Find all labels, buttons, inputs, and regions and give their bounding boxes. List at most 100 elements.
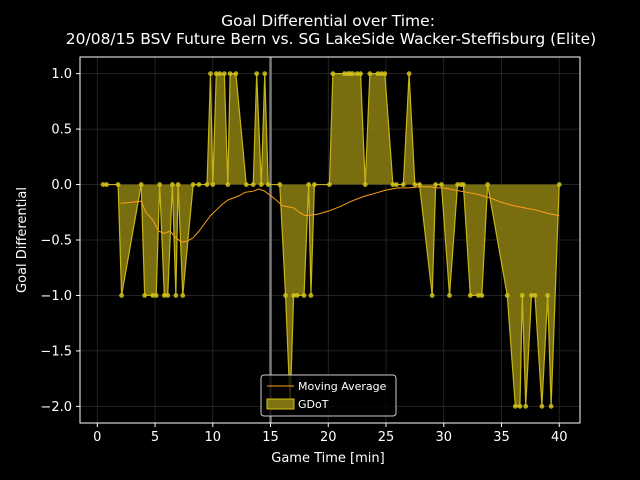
gdot-point — [455, 182, 460, 187]
gdot-point — [504, 293, 510, 298]
x-tick-label: 25 — [378, 430, 395, 445]
gdot-point — [161, 293, 167, 298]
gdot-point — [301, 293, 307, 298]
gdot-point — [330, 71, 336, 77]
gdot-point — [180, 293, 186, 298]
legend: Moving Average GDoT — [260, 374, 397, 417]
gdot-point — [283, 293, 288, 298]
gdot-point — [173, 293, 179, 298]
gdot-point — [358, 71, 364, 77]
gdot-point — [217, 71, 223, 77]
gdot-point — [254, 71, 260, 77]
gdot-point — [375, 71, 381, 77]
gdot-points — [100, 71, 562, 409]
gdot-point — [378, 71, 384, 77]
gdot-point — [519, 293, 525, 298]
gdot-fill — [103, 73, 560, 407]
gdot-point — [354, 71, 360, 77]
y-tick-label: 0.0 — [51, 178, 72, 193]
gdot-line — [103, 73, 560, 407]
gdot-point — [213, 71, 219, 77]
gdot-point — [517, 403, 523, 409]
y-tick-label: −2.0 — [40, 400, 72, 415]
chart-title-line-1: Goal Differential over Time: — [221, 12, 435, 30]
x-axis-ticks: 0 5 10 15 20 25 30 35 40 — [93, 423, 567, 445]
gdot-point — [479, 293, 485, 298]
gdot-point — [142, 293, 148, 298]
gdot-point — [529, 293, 534, 298]
gdot-point — [227, 71, 233, 77]
gdot-point — [467, 293, 473, 298]
x-tick-label: 10 — [205, 430, 222, 445]
gdot-point — [433, 182, 439, 187]
x-tick-label: 20 — [320, 430, 337, 445]
gdot-point — [412, 182, 418, 187]
x-axis-label: Game Time [min] — [271, 451, 384, 466]
x-tick-label: 35 — [493, 430, 510, 445]
gdot-point — [545, 293, 551, 298]
gdot-point — [153, 293, 159, 298]
gdot-point — [100, 182, 106, 187]
gdot-point — [447, 293, 452, 298]
gdot-point — [308, 293, 314, 298]
gdot-point — [157, 182, 163, 187]
x-tick-label: 40 — [551, 430, 568, 445]
gdot-point — [382, 71, 388, 77]
gdot-point — [277, 182, 283, 187]
legend-moving-average-label: Moving Average — [298, 380, 387, 393]
gdot-point — [119, 293, 124, 298]
gdot-point — [460, 182, 466, 187]
gdot-point — [342, 71, 347, 77]
x-tick-label: 0 — [93, 430, 101, 445]
gdot-point — [327, 182, 332, 187]
gdot-point — [400, 182, 406, 187]
gdot-point — [429, 293, 435, 298]
gdot-point — [532, 293, 538, 298]
moving-average-line — [120, 186, 560, 243]
gdot-point — [475, 293, 481, 298]
gdot-point — [115, 182, 121, 187]
x-tick-label: 15 — [262, 430, 279, 445]
y-tick-label: −1.5 — [40, 344, 72, 359]
gdot-point — [512, 403, 518, 409]
gdot-point — [204, 182, 210, 187]
gdot-point — [250, 182, 256, 187]
chart-title-line-2: 20/08/15 BSV Future Bern vs. SG LakeSide… — [66, 30, 596, 48]
gdot-point — [169, 182, 175, 187]
y-tick-label: −0.5 — [40, 234, 72, 249]
gdot-point — [210, 182, 216, 187]
gdot-point — [262, 71, 268, 77]
gdot-point — [417, 182, 422, 187]
gdot-point — [306, 182, 312, 187]
legend-gdot-swatch — [266, 398, 295, 410]
gdot-point — [150, 293, 156, 298]
x-tick-label: 5 — [151, 430, 159, 445]
gdot-point — [548, 403, 554, 409]
gdot-point — [523, 403, 529, 409]
gdot-point — [243, 182, 249, 187]
gdot-point — [196, 182, 202, 187]
gdot-point — [291, 293, 297, 298]
gdot-point — [225, 182, 231, 187]
gdot-point — [485, 182, 491, 187]
gdot-point — [138, 182, 144, 187]
gdot-area — [103, 73, 560, 407]
gdot-point — [233, 71, 239, 77]
gdot-point — [439, 182, 444, 187]
gdot-point — [362, 182, 368, 187]
gdot-point — [190, 182, 196, 187]
gdot-point — [294, 293, 300, 298]
gdot-point — [390, 182, 396, 187]
y-axis-label: Goal Differential — [15, 187, 30, 293]
gdot-point — [350, 71, 355, 77]
gdot-point — [367, 71, 373, 77]
series-lines — [103, 73, 560, 407]
gdot-point — [165, 293, 171, 298]
y-tick-label: −1.0 — [40, 289, 72, 304]
y-tick-label: 1.0 — [51, 67, 72, 82]
x-tick-label: 30 — [435, 430, 452, 445]
gdot-point — [265, 182, 271, 187]
legend-gdot-label: GDoT — [298, 398, 329, 411]
gdot-point — [208, 71, 213, 77]
gdot-point — [393, 182, 399, 187]
